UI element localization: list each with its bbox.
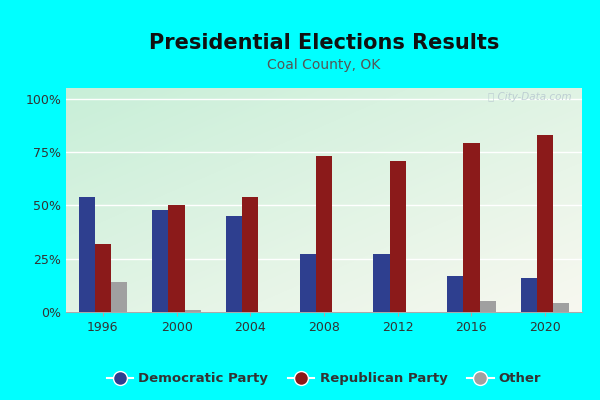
Bar [242, 197, 259, 312]
Text: Coal County, OK: Coal County, OK [268, 58, 380, 72]
Bar [299, 254, 316, 312]
Bar [537, 135, 553, 312]
Bar [95, 244, 111, 312]
Bar [463, 144, 479, 312]
Bar [169, 205, 185, 312]
Bar [389, 160, 406, 312]
Bar [479, 301, 496, 312]
Bar [152, 210, 169, 312]
Bar [316, 156, 332, 312]
Bar [447, 276, 463, 312]
Bar [79, 197, 95, 312]
Legend: Democratic Party, Republican Party, Other: Democratic Party, Republican Party, Othe… [101, 367, 547, 390]
Bar [111, 282, 127, 312]
Bar [185, 310, 201, 312]
Bar [553, 304, 569, 312]
Text: ⓘ City-Data.com: ⓘ City-Data.com [488, 92, 572, 102]
Bar [521, 278, 537, 312]
Bar [226, 216, 242, 312]
Title: Presidential Elections Results: Presidential Elections Results [149, 33, 499, 53]
Bar [373, 254, 389, 312]
